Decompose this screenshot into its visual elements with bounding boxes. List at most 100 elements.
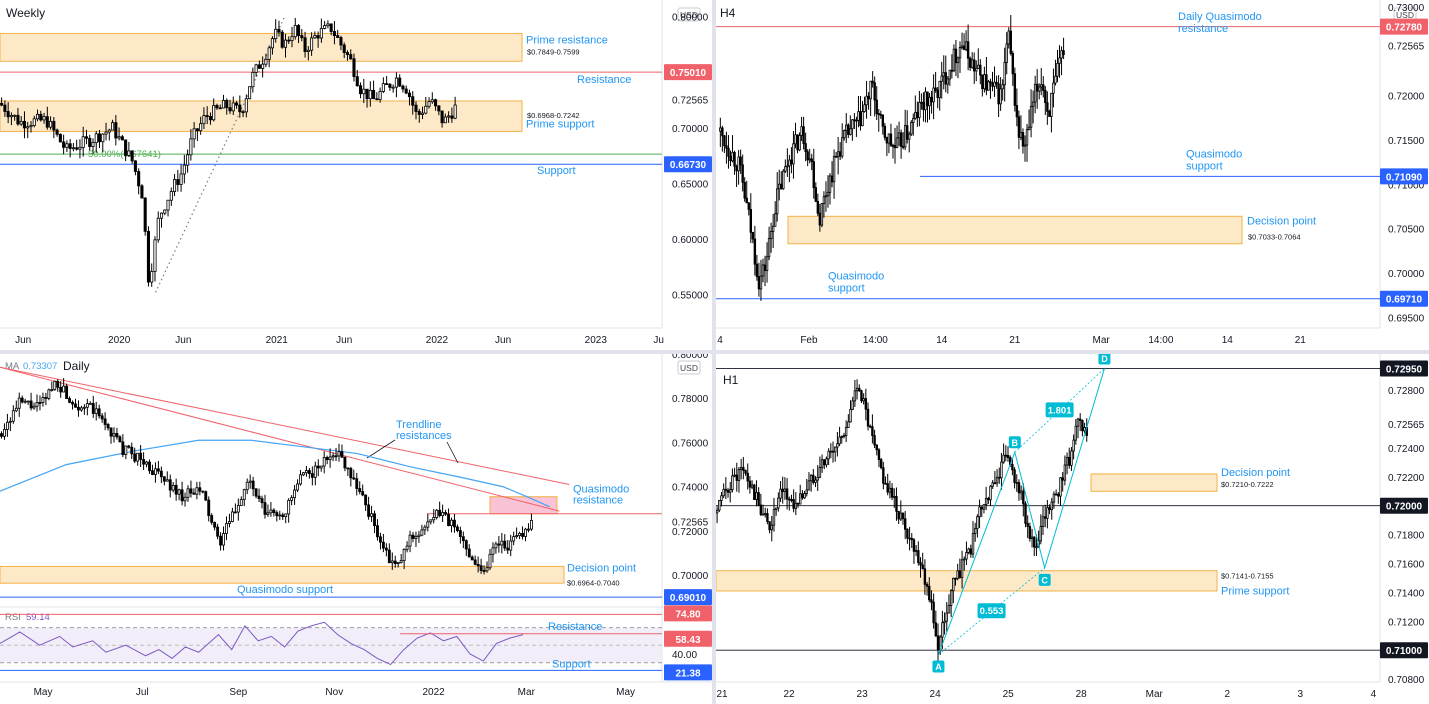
h1-chart[interactable]: H1USD0.728000.725650.724000.722000.72000…: [716, 354, 1429, 704]
y-tick-label: 0.71600: [1388, 560, 1425, 571]
weekly-candle: [94, 133, 98, 144]
trendline-label: Trendline resistances: [396, 419, 452, 442]
weekly-candle: [434, 99, 438, 107]
daily-candle: [263, 502, 267, 515]
h4-candle: [1035, 83, 1039, 92]
h1-candle: [947, 604, 951, 614]
h1-candle: [1004, 454, 1008, 457]
moving-average-line[interactable]: [0, 439, 550, 508]
h1-candle: [853, 390, 857, 402]
h4-candle: [820, 203, 824, 226]
daily-candle: [79, 407, 83, 411]
h1-candle: [877, 449, 881, 461]
y-tick-label: 0.71000: [1388, 180, 1425, 191]
level-label: Quasimodo support: [237, 584, 333, 596]
h4-candle: [928, 96, 931, 107]
weekly-candle: [195, 128, 199, 132]
horizontal-divider[interactable]: [0, 350, 1429, 354]
level-label: Resistance: [548, 621, 602, 633]
weekly-candle: [68, 143, 72, 149]
h4-candle: [810, 158, 813, 163]
fib-trendline[interactable]: [155, 16, 286, 293]
weekly-candle: [417, 111, 421, 115]
daily-candle: [248, 480, 252, 483]
daily-candle: [497, 543, 501, 546]
daily-panel[interactable]: MA 0.73307 Daily USD 0.80000 0.78000 0.76000 0.…: [0, 354, 712, 704]
weekly-chart[interactable]: WeeklyUSD0.800000.750000.725650.700000.6…: [0, 0, 712, 350]
daily-candle: [426, 521, 430, 528]
h1-candle: [912, 539, 916, 552]
h4-panel[interactable]: H4 USD 0.73000 0.72565 0.72000 0.71500 0.71000…: [716, 0, 1429, 350]
h1-candle: [982, 504, 986, 510]
ma-value: 0.73307: [23, 361, 57, 372]
x-tick-label: 14: [1222, 335, 1234, 346]
h1-candle: [1000, 461, 1003, 479]
h4-candle: [1029, 105, 1033, 128]
h1-candle: [973, 528, 977, 534]
h1-candle: [1057, 493, 1060, 497]
price-tag-bg: [664, 589, 712, 606]
rsi-line[interactable]: [0, 621, 524, 666]
x-tick-label: 21: [716, 689, 728, 700]
daily-candle: [133, 453, 137, 462]
daily-candle: [47, 389, 51, 399]
h1-candle: [1043, 516, 1047, 519]
weekly-candle: [310, 37, 314, 51]
daily-chart[interactable]: MA 0.73307 Daily USD 0.80000 0.78000 0.76000 0.…: [0, 354, 712, 704]
h4-candle: [863, 104, 866, 112]
daily-candle: [118, 436, 122, 443]
h4-candle: [802, 126, 805, 144]
daily-candle: [44, 396, 48, 399]
h4-candle: [834, 155, 838, 158]
trendline[interactable]: [0, 366, 560, 512]
daily-candle: [94, 408, 98, 414]
h1-candle: [1033, 536, 1036, 548]
h4-candle: [952, 48, 956, 72]
zone-0[interactable]: [0, 32, 523, 62]
h4-candle: [924, 91, 927, 111]
price-tag: 0.69010: [670, 593, 707, 604]
daily-candle: [50, 389, 54, 391]
zone-decision[interactable]: [1090, 473, 1218, 492]
h4-candle: [970, 59, 974, 68]
weekly-candle: [277, 28, 281, 33]
daily-candle: [136, 452, 140, 462]
h4-candle: [796, 134, 799, 151]
y-tick-label: 0.71800: [1388, 531, 1425, 542]
h4-candle: [1011, 52, 1015, 75]
h4-candle: [749, 209, 753, 233]
y-tick-label: 0.72000: [672, 527, 709, 538]
zone-label: Decision point: [1221, 467, 1290, 479]
daily-candle: [310, 473, 314, 478]
daily-candle: [115, 433, 119, 438]
h1-candle: [943, 620, 946, 624]
zone-0[interactable]: [787, 215, 1243, 245]
weekly-panel[interactable]: WeeklyUSD0.800000.750000.725650.700000.6…: [0, 0, 712, 350]
weekly-candle: [81, 136, 85, 148]
weekly-candle: [430, 99, 434, 103]
h4-candle: [910, 122, 913, 135]
daily-candle: [74, 403, 77, 408]
h1-panel[interactable]: H1USD0.728000.725650.724000.722000.72000…: [716, 354, 1429, 704]
weekly-candle: [120, 136, 124, 141]
zone-1[interactable]: [0, 100, 523, 132]
zone-decision[interactable]: [0, 565, 565, 584]
h1-candle: [897, 510, 900, 520]
h1-candle: [888, 487, 892, 493]
daily-candle: [340, 451, 344, 458]
price-tag-bg: [664, 605, 712, 622]
daily-candle: [518, 533, 522, 537]
h1-candle: [895, 496, 898, 512]
h1-candle: [1081, 420, 1084, 432]
y-tick-label: 0.72565: [1388, 42, 1425, 53]
y-tick-label: 0.72565: [672, 95, 709, 106]
level-label: Support: [537, 165, 576, 177]
h4-candle: [816, 200, 820, 214]
h1-candle: [952, 577, 955, 592]
h4-candle: [857, 111, 860, 121]
h1-candle: [1041, 516, 1045, 527]
trendline[interactable]: [0, 366, 570, 486]
daily-candle: [393, 560, 397, 564]
pattern-legs[interactable]: [937, 368, 1105, 655]
